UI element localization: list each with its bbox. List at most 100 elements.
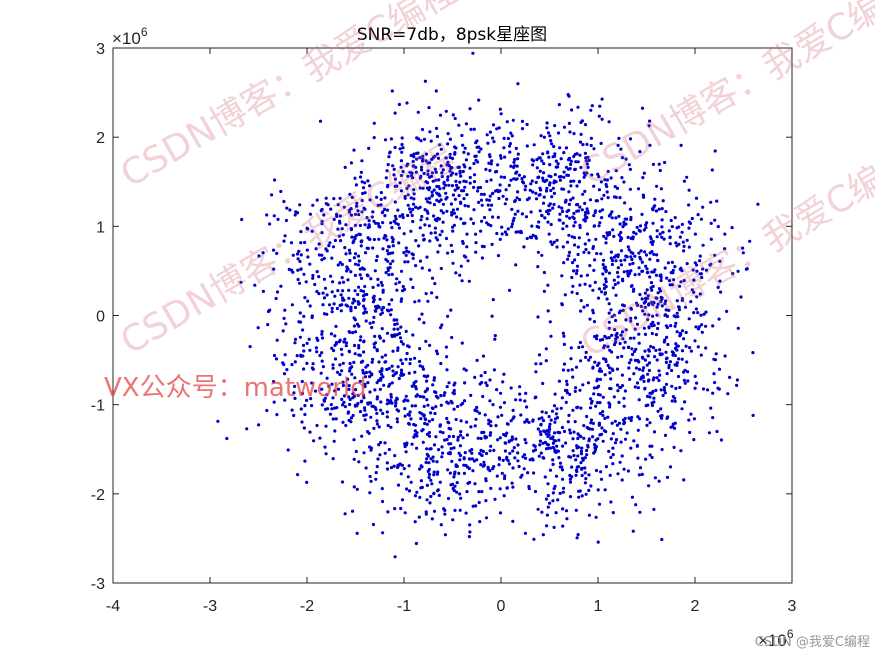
scatter-point <box>663 433 668 437</box>
scatter-point <box>637 360 641 364</box>
scatter-point <box>576 252 580 257</box>
scatter-point <box>663 338 667 342</box>
scatter-point <box>512 415 516 419</box>
scatter-point <box>688 430 692 435</box>
scatter-point <box>619 249 624 253</box>
scatter-point <box>498 511 503 515</box>
scatter-point <box>686 370 690 374</box>
scatter-point <box>461 241 465 245</box>
scatter-point <box>618 460 622 464</box>
scatter-point <box>602 429 607 433</box>
scatter-point <box>402 373 406 377</box>
scatter-point <box>441 202 445 206</box>
scatter-point <box>390 226 394 230</box>
scatter-point <box>649 322 653 326</box>
scatter-point <box>394 399 398 403</box>
scatter-point <box>367 219 371 223</box>
scatter-point <box>564 198 568 202</box>
scatter-point <box>488 208 492 212</box>
scatter-point <box>449 308 453 312</box>
scatter-point <box>648 143 652 147</box>
scatter-point <box>471 469 475 473</box>
scatter-point <box>353 404 357 408</box>
scatter-point <box>570 261 575 265</box>
scatter-point <box>516 443 520 447</box>
scatter-point <box>668 360 673 364</box>
scatter-point <box>588 355 593 359</box>
scatter-point <box>590 173 594 177</box>
scatter-point <box>652 400 656 404</box>
scatter-point <box>307 337 311 341</box>
scatter-point <box>479 229 483 233</box>
scatter-point <box>680 407 684 411</box>
scatter-point <box>347 288 351 292</box>
scatter-point <box>357 344 361 348</box>
scatter-point <box>560 425 565 430</box>
scatter-point <box>409 480 413 484</box>
scatter-point <box>331 396 335 400</box>
scatter-point <box>481 449 485 454</box>
scatter-point <box>515 196 519 200</box>
scatter-point <box>363 191 367 195</box>
scatter-point <box>297 249 301 253</box>
scatter-point <box>638 510 642 514</box>
scatter-point <box>620 176 624 180</box>
scatter-point <box>516 451 520 455</box>
scatter-point <box>405 249 409 253</box>
scatter-point <box>503 449 507 453</box>
scatter-point <box>341 403 345 407</box>
scatter-point <box>303 459 307 463</box>
scatter-point <box>502 372 506 376</box>
scatter-point <box>419 417 423 421</box>
scatter-point <box>579 299 583 303</box>
scatter-point <box>632 439 636 443</box>
scatter-point <box>373 388 377 392</box>
scatter-point <box>453 116 457 121</box>
scatter-point <box>600 208 605 212</box>
scatter-point <box>415 157 419 161</box>
scatter-point <box>398 462 402 466</box>
scatter-point <box>534 191 538 195</box>
scatter-point <box>579 406 583 410</box>
scatter-point <box>428 343 432 347</box>
scatter-point <box>682 378 687 382</box>
scatter-point <box>414 205 418 209</box>
scatter-point <box>357 302 361 306</box>
scatter-point <box>639 377 643 381</box>
scatter-point <box>675 363 679 367</box>
scatter-point <box>650 403 655 408</box>
scatter-point <box>619 440 623 444</box>
scatter-point <box>371 300 376 304</box>
scatter-point <box>436 156 441 160</box>
scatter-point <box>396 222 400 226</box>
scatter-point <box>716 285 720 289</box>
scatter-point <box>357 460 361 464</box>
scatter-point <box>342 205 346 209</box>
scatter-point <box>358 338 362 342</box>
scatter-point <box>560 274 564 278</box>
scatter-point <box>570 290 574 294</box>
scatter-point <box>430 291 434 295</box>
scatter-point <box>592 184 596 188</box>
scatter-point <box>384 271 388 275</box>
scatter-point <box>598 209 602 213</box>
scatter-point <box>354 233 358 238</box>
scatter-point <box>516 209 520 213</box>
scatter-point <box>692 311 696 315</box>
scatter-point <box>340 480 345 484</box>
scatter-point <box>426 211 430 215</box>
scatter-point <box>356 401 360 406</box>
scatter-point <box>369 415 373 419</box>
scatter-point <box>622 404 626 408</box>
scatter-point <box>370 325 374 330</box>
scatter-point <box>366 274 370 278</box>
scatter-point <box>579 274 583 278</box>
scatter-point <box>648 251 652 255</box>
scatter-point <box>505 422 509 426</box>
scatter-point <box>601 410 605 414</box>
scatter-point <box>440 229 444 233</box>
scatter-point <box>432 188 436 192</box>
scatter-point <box>344 423 348 428</box>
scatter-point <box>395 322 399 326</box>
scatter-point <box>318 353 322 358</box>
